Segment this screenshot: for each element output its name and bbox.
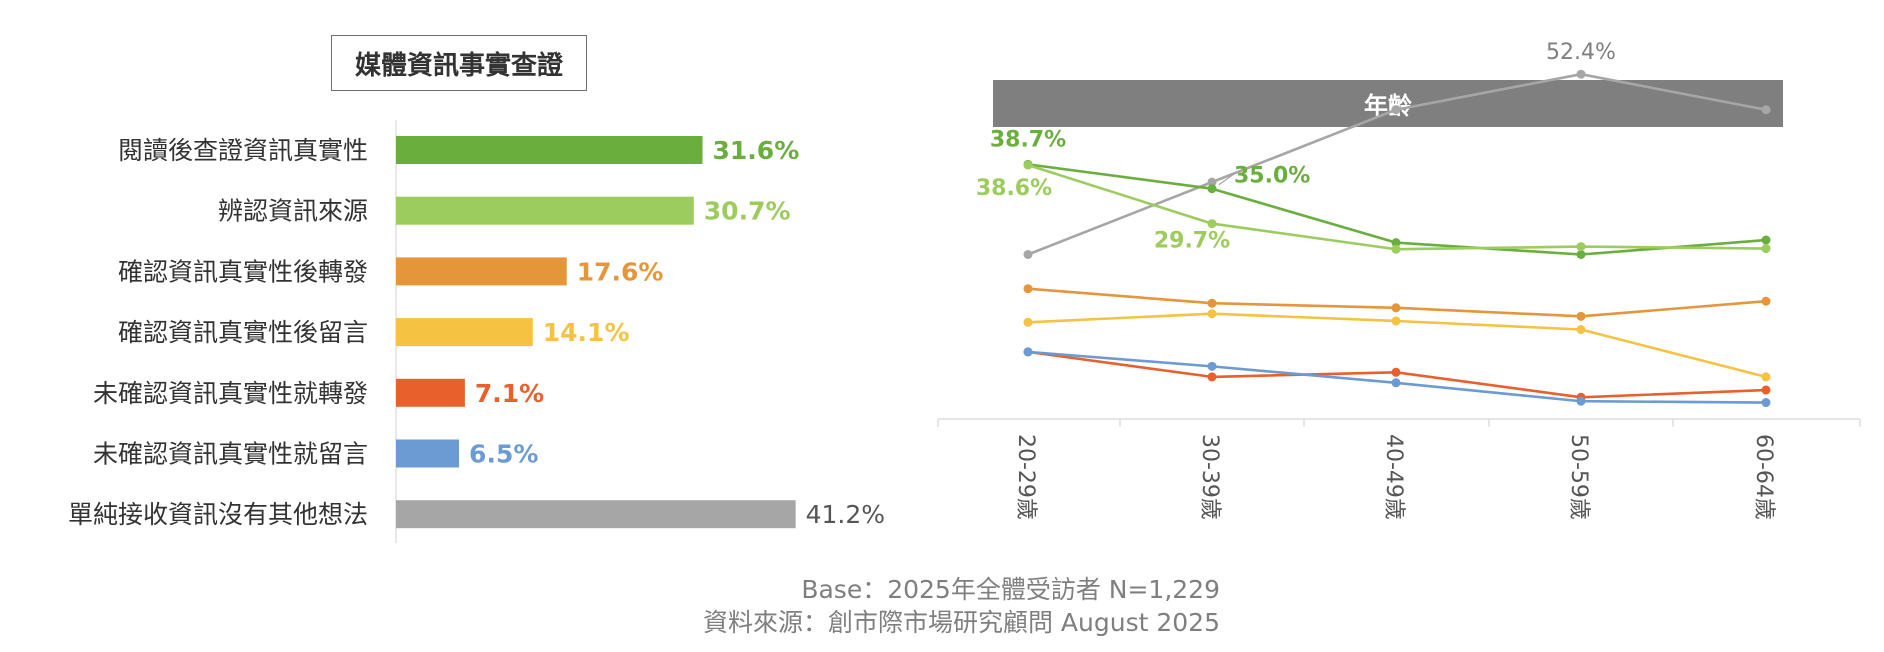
data-point bbox=[1576, 250, 1586, 259]
data-point bbox=[1207, 361, 1217, 371]
data-point bbox=[1761, 296, 1771, 306]
chart-title: 媒體資訊事實查證 bbox=[331, 35, 587, 91]
data-point bbox=[1207, 372, 1217, 382]
data-point bbox=[1207, 298, 1217, 308]
data-point bbox=[1761, 235, 1771, 245]
bar-category-label: 確認資訊真實性後轉發 bbox=[118, 257, 368, 286]
data-point bbox=[1023, 250, 1033, 259]
data-point bbox=[1023, 317, 1033, 327]
bar-value-label: 7.1% bbox=[475, 379, 544, 408]
data-point bbox=[1207, 177, 1217, 187]
data-point bbox=[1391, 303, 1401, 313]
bar-category-label: 確認資訊真實性後留言 bbox=[118, 318, 368, 347]
bar-value-label: 17.6% bbox=[577, 257, 664, 286]
bar bbox=[396, 196, 694, 225]
bar bbox=[396, 500, 796, 529]
data-point bbox=[1391, 238, 1401, 248]
bar bbox=[396, 136, 703, 164]
bar bbox=[396, 439, 460, 468]
line-data-label: 29.7% bbox=[1154, 229, 1230, 254]
series-line bbox=[1027, 163, 1767, 251]
bar-value-label: 6.5% bbox=[469, 440, 538, 469]
bar bbox=[396, 378, 465, 407]
data-point bbox=[1023, 347, 1033, 357]
label-leader-line bbox=[1218, 174, 1234, 186]
data-point bbox=[1391, 316, 1401, 326]
data-point bbox=[1576, 396, 1586, 406]
line-data-label: 52.4% bbox=[1546, 40, 1616, 65]
bar-category-label: 辨認資訊來源 bbox=[218, 197, 368, 226]
bar bbox=[396, 318, 533, 347]
line-data-label: 38.7% bbox=[990, 127, 1066, 152]
line-data-label: 38.6% bbox=[976, 176, 1052, 201]
data-point bbox=[1391, 367, 1401, 377]
bar-category-label: 單純接收資訊沒有其他想法 bbox=[68, 500, 368, 529]
series-line bbox=[1027, 72, 1767, 256]
data-point bbox=[1761, 244, 1771, 254]
line-category-label: 20-29歲 bbox=[1013, 434, 1038, 520]
data-point bbox=[1576, 325, 1586, 335]
data-point bbox=[1207, 309, 1217, 319]
data-point bbox=[1761, 372, 1771, 382]
data-point bbox=[1761, 105, 1771, 115]
line-category-label: 30-39歲 bbox=[1197, 434, 1222, 520]
bar bbox=[396, 257, 567, 286]
line-category-label: 50-59歲 bbox=[1566, 434, 1591, 520]
data-point bbox=[1023, 284, 1033, 294]
bar-chart: 閱讀後查證資訊真實性 31.6% 辨認資訊來源 30.7% 確認資訊真實性後轉發 17.6… bbox=[68, 120, 885, 543]
footer-source: 資料來源：創市際市場研究顧問 August 2025 bbox=[702, 608, 1220, 637]
line-category-label: 40-49歲 bbox=[1381, 434, 1406, 520]
bar-category-label: 閱讀後查證資訊真實性 bbox=[118, 136, 368, 165]
data-point bbox=[1391, 378, 1401, 388]
line-data-label: 35.0% bbox=[1234, 164, 1310, 189]
data-point bbox=[1207, 219, 1217, 229]
bar-value-label: 31.6% bbox=[713, 136, 800, 165]
bar-value-label: 30.7% bbox=[704, 197, 791, 226]
data-point bbox=[1391, 244, 1401, 254]
series-line bbox=[1027, 287, 1767, 318]
data-point bbox=[1391, 105, 1401, 115]
data-point bbox=[1207, 184, 1217, 194]
bar-value-label: 41.2% bbox=[806, 500, 885, 529]
data-point bbox=[1576, 242, 1586, 252]
line-category-label: 60-64歲 bbox=[1751, 434, 1776, 520]
data-point bbox=[1761, 385, 1771, 395]
bar-value-label: 14.1% bbox=[543, 318, 630, 347]
line-chart: 20-29歲 30-39歲 40-49歲 50-59歲 60-64歲 38.7% 38.6%… bbox=[937, 40, 1861, 520]
data-point bbox=[1761, 398, 1771, 408]
data-point bbox=[1576, 311, 1586, 321]
bar-category-label: 未確認資訊真實性就留言 bbox=[93, 440, 368, 469]
footer-base: Base：2025年全體受訪者 N=1,229 bbox=[801, 575, 1220, 604]
bar-category-label: 未確認資訊真實性就轉發 bbox=[93, 379, 368, 408]
data-point bbox=[1023, 160, 1033, 170]
data-point bbox=[1576, 69, 1586, 79]
